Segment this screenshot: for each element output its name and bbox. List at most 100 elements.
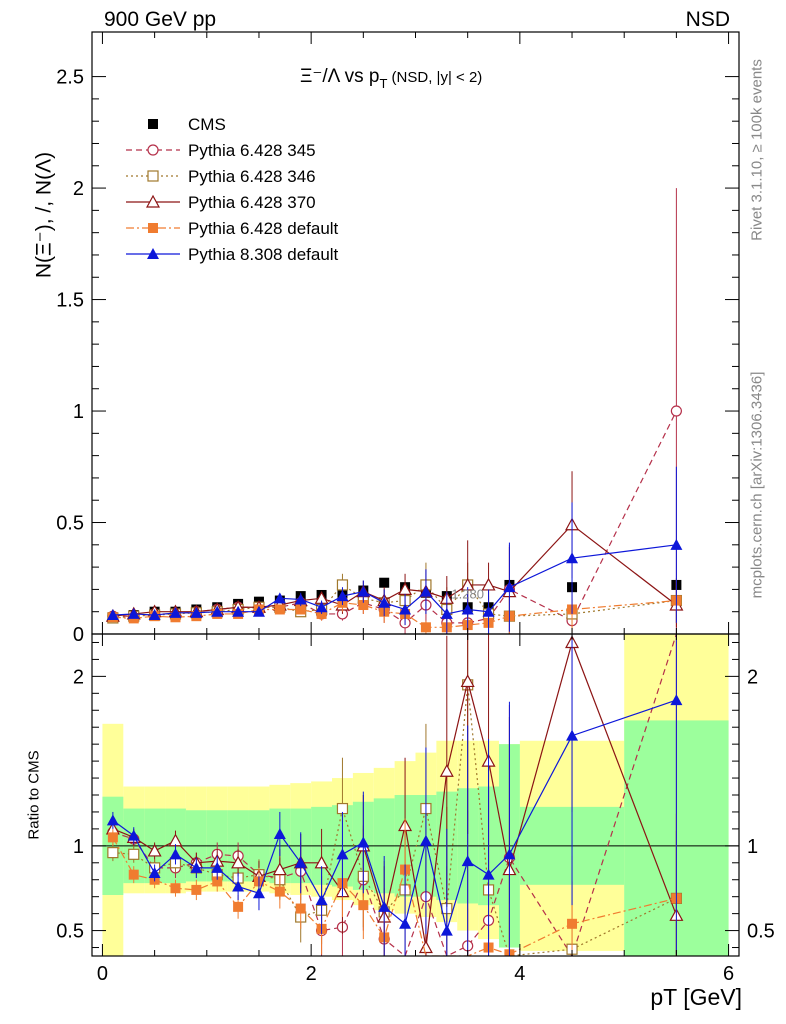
ratio-data-point [566,729,579,741]
main-y-tick-label: 2.5 [56,67,84,89]
main-data-point [670,538,683,550]
ratio-data-point [191,884,202,895]
ratio-series-line [112,837,677,956]
ratio-data-point [418,940,433,954]
ratio-data-point [274,886,285,897]
main-data-point [358,600,369,611]
main-y-tick-label: 1.5 [56,290,84,312]
legend-entry: Pythia 6.428 370 [126,193,316,212]
ratio-y-tick-label-right: 2 [747,666,758,688]
legend-label: Pythia 6.428 370 [188,193,316,212]
main-series-line [112,410,677,624]
overlap-text: 1.280 [451,586,484,601]
main-series-pythia-8-308-default [106,466,683,634]
ratio-y-tick-label: 2 [73,666,84,688]
legend-label: Pythia 8.308 default [188,245,339,264]
frames: 0 2 4 6 0 0.5 1 1.5 2 2.5 0.5 0.5 1 1 2 2 [56,31,775,985]
main-y-tick-label: 0.5 [56,513,84,535]
main-data-point [399,603,412,615]
ratio-y-tick-label-right: 0.5 [747,921,775,943]
main-data-point [294,593,307,605]
main-data-point [106,609,119,621]
main-series-pythia-6-428-346 [107,562,682,634]
header-left: 900 GeV pp [104,8,217,31]
ratio-data-point [211,861,224,873]
ratio-data-point [190,861,203,873]
rivet-version-label: Rivet 3.1.10, ≥ 100k events [748,59,766,241]
main-series-line [112,544,677,616]
ratio-data-point [460,674,475,688]
title-group: Ξ⁻/Λ vs pT (NSD, |y| < 2) [300,66,482,91]
ratio-data-point [273,827,286,839]
main-data-point [169,606,182,618]
main-data-point [566,552,579,564]
ratio-data-point [107,832,118,843]
main-data-point [190,606,203,618]
legend-entry: Pythia 6.428 default [126,219,339,238]
legend-label: CMS [188,115,226,134]
main-panel: 1.280 [105,188,684,634]
main-data-point [670,405,682,417]
main-data-point [440,607,453,619]
ratio-data-point [378,900,391,912]
main-data-point [357,585,370,597]
main-data-point [379,577,390,588]
legend-marker [147,144,159,156]
main-data-point [378,596,391,608]
ratio-data-point [294,856,307,868]
ratio-data-point [107,847,119,859]
ratio-data-point [419,834,432,846]
x-tick-label: 4 [514,963,525,985]
main-data-point [420,622,431,633]
main-series-line [112,599,677,628]
main-data-point [336,590,349,602]
ratio-data-point [482,868,495,880]
main-data-point [482,605,495,617]
main-data-point [211,605,224,617]
legend-marker [148,223,158,233]
main-data-point [295,604,306,615]
legend-marker [147,170,159,182]
ratio-data-point [147,843,162,857]
main-data-point [273,592,286,604]
main-series-line [112,583,677,619]
main-y-tick-label: 2 [73,178,84,200]
main-data-point [315,601,328,613]
ratio-data-point [461,855,474,867]
ratio-series-line [112,699,677,933]
x-tick-label: 6 [723,963,734,985]
ratio-series-pythia-8-308-default [106,634,683,956]
x-tick-label: 0 [97,963,108,985]
legend-marker [148,119,158,129]
ratio-data-point [127,829,140,841]
main-data-point [148,609,161,621]
ratio-data-point [439,764,454,777]
ratio-y-tick-label: 1 [73,836,84,858]
main-data-point [274,604,285,615]
chart-title: Ξ⁻/Λ vs pT (NSD, |y| < 2) [300,66,482,91]
x-axis-label: pT [GeV] [650,984,742,1010]
ratio-data-point [252,887,265,899]
ratio-data-point [128,869,139,880]
ratio-y-tick-label-right: 1 [747,836,758,858]
main-y-axis-label: N(Ξ⁻), /, N(Λ) [32,151,56,279]
ratio-series-line [112,634,677,956]
legend-label: Pythia 6.428 345 [188,141,316,160]
ratio-panel [92,634,739,956]
legend-label: Pythia 6.428 346 [188,167,316,186]
ratio-data-point [128,848,140,860]
ratio-series-line [112,684,677,956]
ratio-data-point [670,694,683,706]
legend-marker [145,194,161,208]
mcplots-reference-label: mcplots.cern.ch [arXiv:1306.3436] [748,371,766,599]
ratio-data-point [148,866,161,878]
ratio-data-point [212,876,223,887]
legend-marker [147,248,159,259]
legend-label: Pythia 6.428 default [188,219,339,238]
ratio-data-point [232,880,245,892]
x-tick-label: 2 [306,963,317,985]
main-data-point [232,605,245,617]
ratio-data-point [231,855,246,869]
ratio-data-point [233,901,244,912]
main-data-point [127,607,140,619]
